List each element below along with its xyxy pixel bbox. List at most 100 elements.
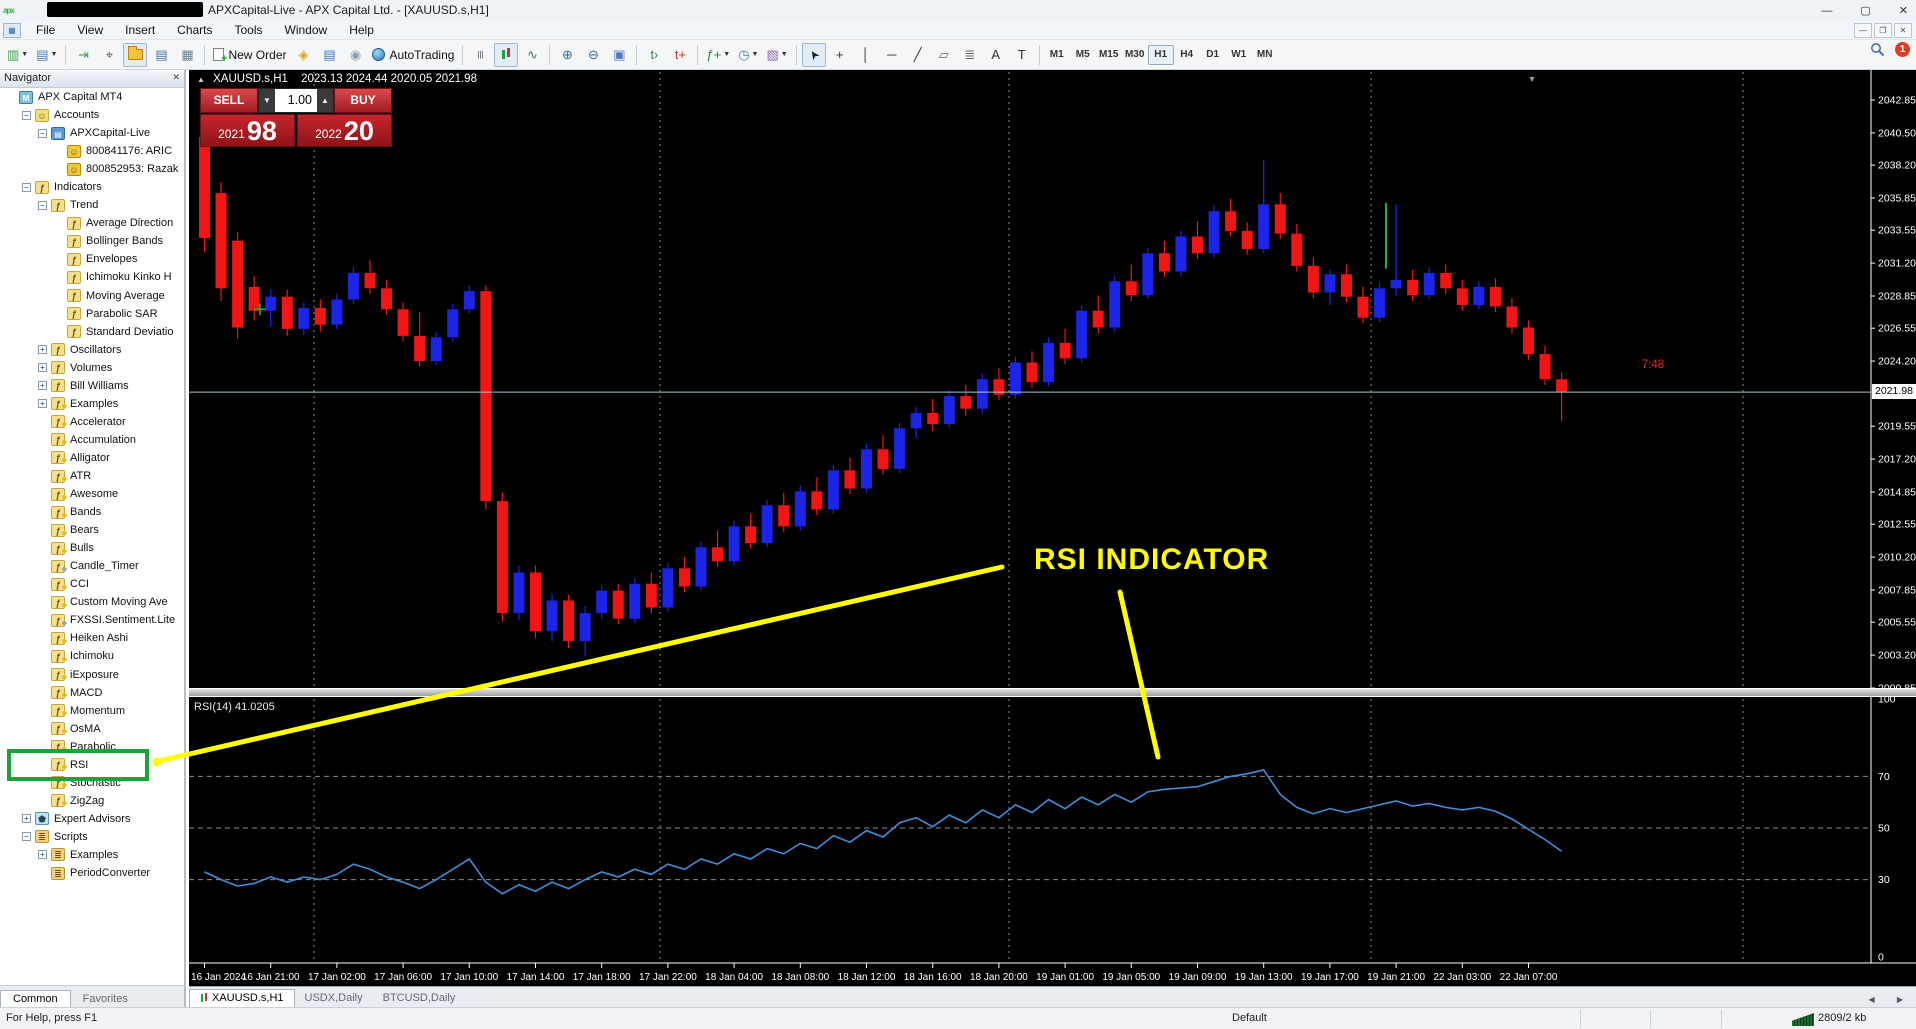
minimize-icon[interactable]: — — [1821, 4, 1833, 17]
tree-item-moving-average[interactable]: ƒ Moving Average — [0, 287, 184, 305]
tree-item-average-direction[interactable]: ƒ Average Direction — [0, 214, 184, 232]
zoom-in-button[interactable]: ⊕ — [555, 43, 579, 67]
menu-insert[interactable]: Insert — [125, 23, 156, 37]
search-icon[interactable] — [1870, 42, 1885, 57]
expand-icon[interactable]: + — [38, 363, 47, 373]
tree-item-envelopes[interactable]: ƒ Envelopes — [0, 250, 184, 268]
channel-button[interactable]: ▱ — [932, 43, 956, 67]
tree-item-momentum[interactable]: ƒMomentum — [0, 702, 184, 720]
periods-button[interactable]: ◷ ▼ — [738, 47, 759, 62]
tree-item-indicators[interactable]: − ƒ Indicators — [0, 178, 184, 196]
mdi-close-icon[interactable]: ✕ — [1894, 23, 1912, 38]
collapse-triangle-icon[interactable]: ▲ — [197, 75, 205, 84]
timeframe-h4[interactable]: H4 — [1180, 48, 1194, 60]
timeframe-d1[interactable]: D1 — [1206, 48, 1220, 60]
tree-item-heiken-ashi[interactable]: ƒHeiken Ashi — [0, 629, 184, 648]
tree-item-800852953-razak[interactable]: ☺ 800852953: Razak — [0, 160, 184, 178]
tree-item-zigzag[interactable]: ƒZigZag — [0, 792, 184, 810]
text-button[interactable]: A — [984, 43, 1008, 67]
menu-tools[interactable]: Tools — [234, 23, 263, 37]
trendline-button[interactable]: ╱ — [906, 43, 930, 67]
timeframe-m5[interactable]: M5 — [1075, 48, 1090, 60]
notification-badge[interactable]: 1 — [1895, 42, 1910, 57]
navigator-folder-button[interactable] — [123, 42, 148, 67]
tab-scroll-arrows[interactable]: ◀ ▶ — [1868, 995, 1913, 1004]
candlestick-chart-button[interactable] — [494, 42, 519, 67]
expand-icon[interactable]: + — [38, 399, 47, 409]
expand-icon[interactable]: + — [22, 814, 31, 824]
tree-item-accumulation[interactable]: ƒAccumulation — [0, 431, 184, 449]
expand-icon[interactable]: − — [38, 128, 47, 138]
tree-item-awesome[interactable]: ƒAwesome — [0, 485, 184, 504]
maximize-icon[interactable]: ▢ — [1860, 5, 1871, 17]
mdi-minimize-icon[interactable]: — — [1854, 23, 1872, 38]
sell-price[interactable]: 2021 98 — [200, 114, 295, 147]
tree-item-ichimoku-kinko-h[interactable]: ƒ Ichimoku Kinko H — [0, 268, 184, 286]
expand-icon[interactable]: − — [22, 110, 31, 120]
expand-icon[interactable]: − — [22, 182, 31, 192]
tree-item-bands[interactable]: ƒBands — [0, 503, 184, 522]
tree-item-trend[interactable]: − ƒ Trend — [0, 196, 184, 214]
pane-splitter[interactable] — [189, 688, 1916, 697]
timeframe-m1[interactable]: M1 — [1049, 48, 1064, 60]
status-profile[interactable]: Default — [1232, 1012, 1267, 1024]
text-label-button[interactable]: T — [1010, 43, 1034, 67]
tree-item-standard-deviatio[interactable]: ƒ Standard Deviatio — [0, 323, 184, 341]
metaeditor-button[interactable]: ▤ — [317, 43, 341, 67]
crosshair-button[interactable]: + — [828, 43, 852, 67]
menu-window[interactable]: Window — [284, 23, 328, 37]
volume-up-button[interactable]: ▲ — [317, 89, 333, 112]
tree-item-scripts[interactable]: − ≣ Scripts — [0, 828, 184, 846]
market-watch-button[interactable]: ▤ — [149, 43, 173, 67]
tree-item-apxcapital-live[interactable]: − ▤ APXCapital-Live — [0, 124, 184, 142]
tree-item-accounts[interactable]: − ☺ Accounts — [0, 106, 184, 124]
tree-item-periodconverter[interactable]: ≣ PeriodConverter — [0, 864, 184, 882]
tree-item-candle-timer[interactable]: ƒCandle_Timer — [0, 557, 184, 576]
profiles-button[interactable]: ▤ ▼ — [36, 47, 58, 62]
tree-item-800841176-aric[interactable]: ☺ 800841176: ARIC — [0, 142, 184, 160]
cursor-button[interactable]: ➤ — [801, 42, 826, 67]
data-window-button[interactable]: ▦ — [175, 43, 199, 67]
chart-tab-xauusd-s-h1[interactable]: XAUUSD.s,H1 — [189, 989, 295, 1007]
expand-icon[interactable]: − — [38, 200, 47, 210]
navigator-tab-favorites[interactable]: Favorites — [82, 993, 128, 1005]
templates-button[interactable]: ▧ ▼ — [766, 47, 788, 62]
horizontal-line-button[interactable]: ─ — [880, 43, 904, 67]
tree-item-bollinger-bands[interactable]: ƒ Bollinger Bands — [0, 232, 184, 250]
community-button[interactable]: ◉ — [343, 43, 367, 67]
expand-icon[interactable]: + — [38, 381, 47, 391]
indicators-button[interactable]: ƒ+ ▼ — [706, 47, 731, 62]
timeframe-h1[interactable]: H1 — [1147, 44, 1174, 65]
chart-shift-end-button[interactable]: t+ — [668, 43, 692, 67]
tree-item-accelerator[interactable]: ƒAccelerator — [0, 413, 184, 431]
tree-item-examples[interactable]: + ƒExamples — [0, 395, 184, 413]
tree-item-iexposure[interactable]: ƒiExposure — [0, 666, 184, 684]
fibonacci-button[interactable]: ≣ — [958, 43, 982, 67]
auto-scroll-button[interactable]: t› — [642, 43, 666, 67]
sell-button[interactable]: SELL — [200, 88, 258, 113]
timeframe-m15[interactable]: M15 — [1098, 48, 1119, 60]
expert-alert-button[interactable]: ◈ — [291, 43, 315, 67]
buy-button[interactable]: BUY — [334, 88, 392, 113]
mdi-restore-icon[interactable]: ❐ — [1874, 23, 1892, 38]
expand-icon[interactable]: − — [22, 832, 31, 842]
new-order-button[interactable]: New Order — [210, 43, 289, 67]
navigator-tab-common[interactable]: Common — [0, 990, 71, 1007]
chart-shift-button[interactable]: ⇥ — [71, 43, 95, 67]
volume-down-button[interactable]: ▼ — [259, 89, 275, 112]
bar-chart-button[interactable]: ||| — [468, 43, 492, 67]
tree-item-bill-williams[interactable]: + ƒ Bill Williams — [0, 377, 184, 395]
crosshair-target-button[interactable]: ⌖ — [97, 43, 121, 67]
navigator-close-icon[interactable]: ✕ — [172, 72, 180, 82]
tree-item-expert-advisors[interactable]: + ⬟ Expert Advisors — [0, 810, 184, 828]
menu-help[interactable]: Help — [349, 23, 374, 37]
new-chart-button[interactable]: ▥ ▼ — [7, 47, 29, 62]
autotrading-button[interactable]: AutoTrading — [369, 43, 457, 67]
tile-windows-button[interactable]: ▣ — [607, 43, 631, 67]
tree-item-oscillators[interactable]: + ƒ Oscillators — [0, 341, 184, 359]
zoom-out-button[interactable]: ⊖ — [581, 43, 605, 67]
expand-icon[interactable]: + — [38, 850, 47, 860]
tree-item-rsi[interactable]: ƒRSI — [0, 748, 184, 781]
tree-item-volumes[interactable]: + ƒ Volumes — [0, 359, 184, 377]
